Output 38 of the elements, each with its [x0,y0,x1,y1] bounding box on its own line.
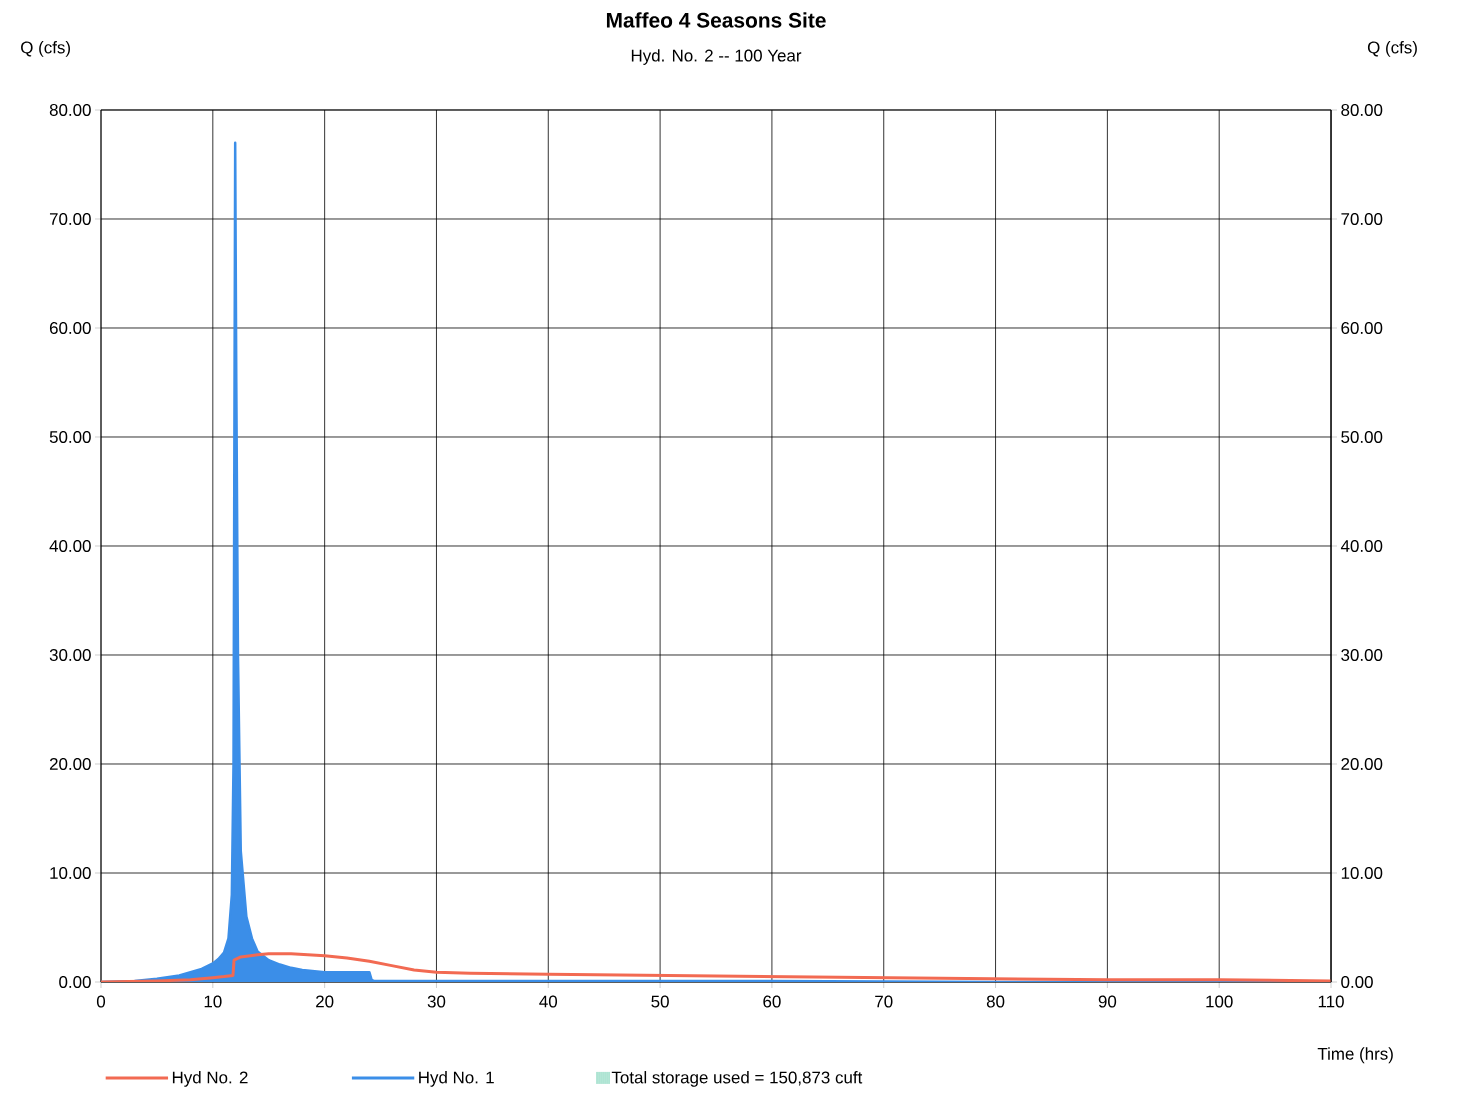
y2-tick-label: 20.00 [1341,758,1383,770]
x-tick-label: 60 [763,995,781,1008]
y2-tick-label: 70.00 [1341,212,1383,225]
x-tick-label: 110 [1318,995,1344,1008]
y-tick-label: 60.00 [49,321,91,334]
legend-label: Hyd No. 1 [419,1071,494,1087]
x-tick-label: 70 [875,995,893,1008]
y2-tick-label: 10.00 [1341,867,1383,879]
y2-tick-label: 50.00 [1341,430,1383,443]
y2-tick-label: 80.00 [1341,103,1383,116]
x-tick-label: 0 [96,995,106,1008]
y-tick-label: 30.00 [49,649,91,661]
y2-tick-label: 60.00 [1341,321,1383,334]
y-tick-label: 20.00 [49,758,91,770]
text: Total storage used = 150,873 cuft [611,1071,863,1087]
x-tick-label: 10 [204,995,222,1008]
y2-tick-label: 40.00 [1340,540,1383,552]
legend-label: Hyd No. 2 [172,1071,248,1087]
y-tick-label: 10.00 [50,867,91,879]
x-tick-label: 100 [1206,995,1233,1008]
chart-subtitle: Hyd. No. 2 -- 100 Year [631,49,802,65]
chart-title: Maffeo 4 Seasons Site [606,12,826,28]
y-tick-label: 0.00 [59,976,91,988]
y-tick-label: 50.00 [49,431,91,443]
x-tick-label: 30 [427,995,446,1008]
y-tick-label: 40.00 [49,540,91,552]
y-axis-title: Q (cfs) [21,41,70,57]
y2-axis-title: Q (cfs) [1367,41,1417,57]
y2-tick-label: 30.00 [1341,649,1383,661]
y-tick-label: 70.00 [49,212,91,225]
x-axis-title: Time (hrs) [1317,1047,1393,1064]
x-tick-label: 20 [316,995,334,1008]
x-tick-label: 40 [539,995,558,1008]
x-tick-label: 50 [651,995,669,1008]
y2-tick-label: 0.00 [1341,976,1373,988]
x-tick-label: 80 [986,995,1005,1008]
y-tick-label: 80.00 [49,103,91,116]
x-tick-label: 90 [1098,995,1117,1008]
